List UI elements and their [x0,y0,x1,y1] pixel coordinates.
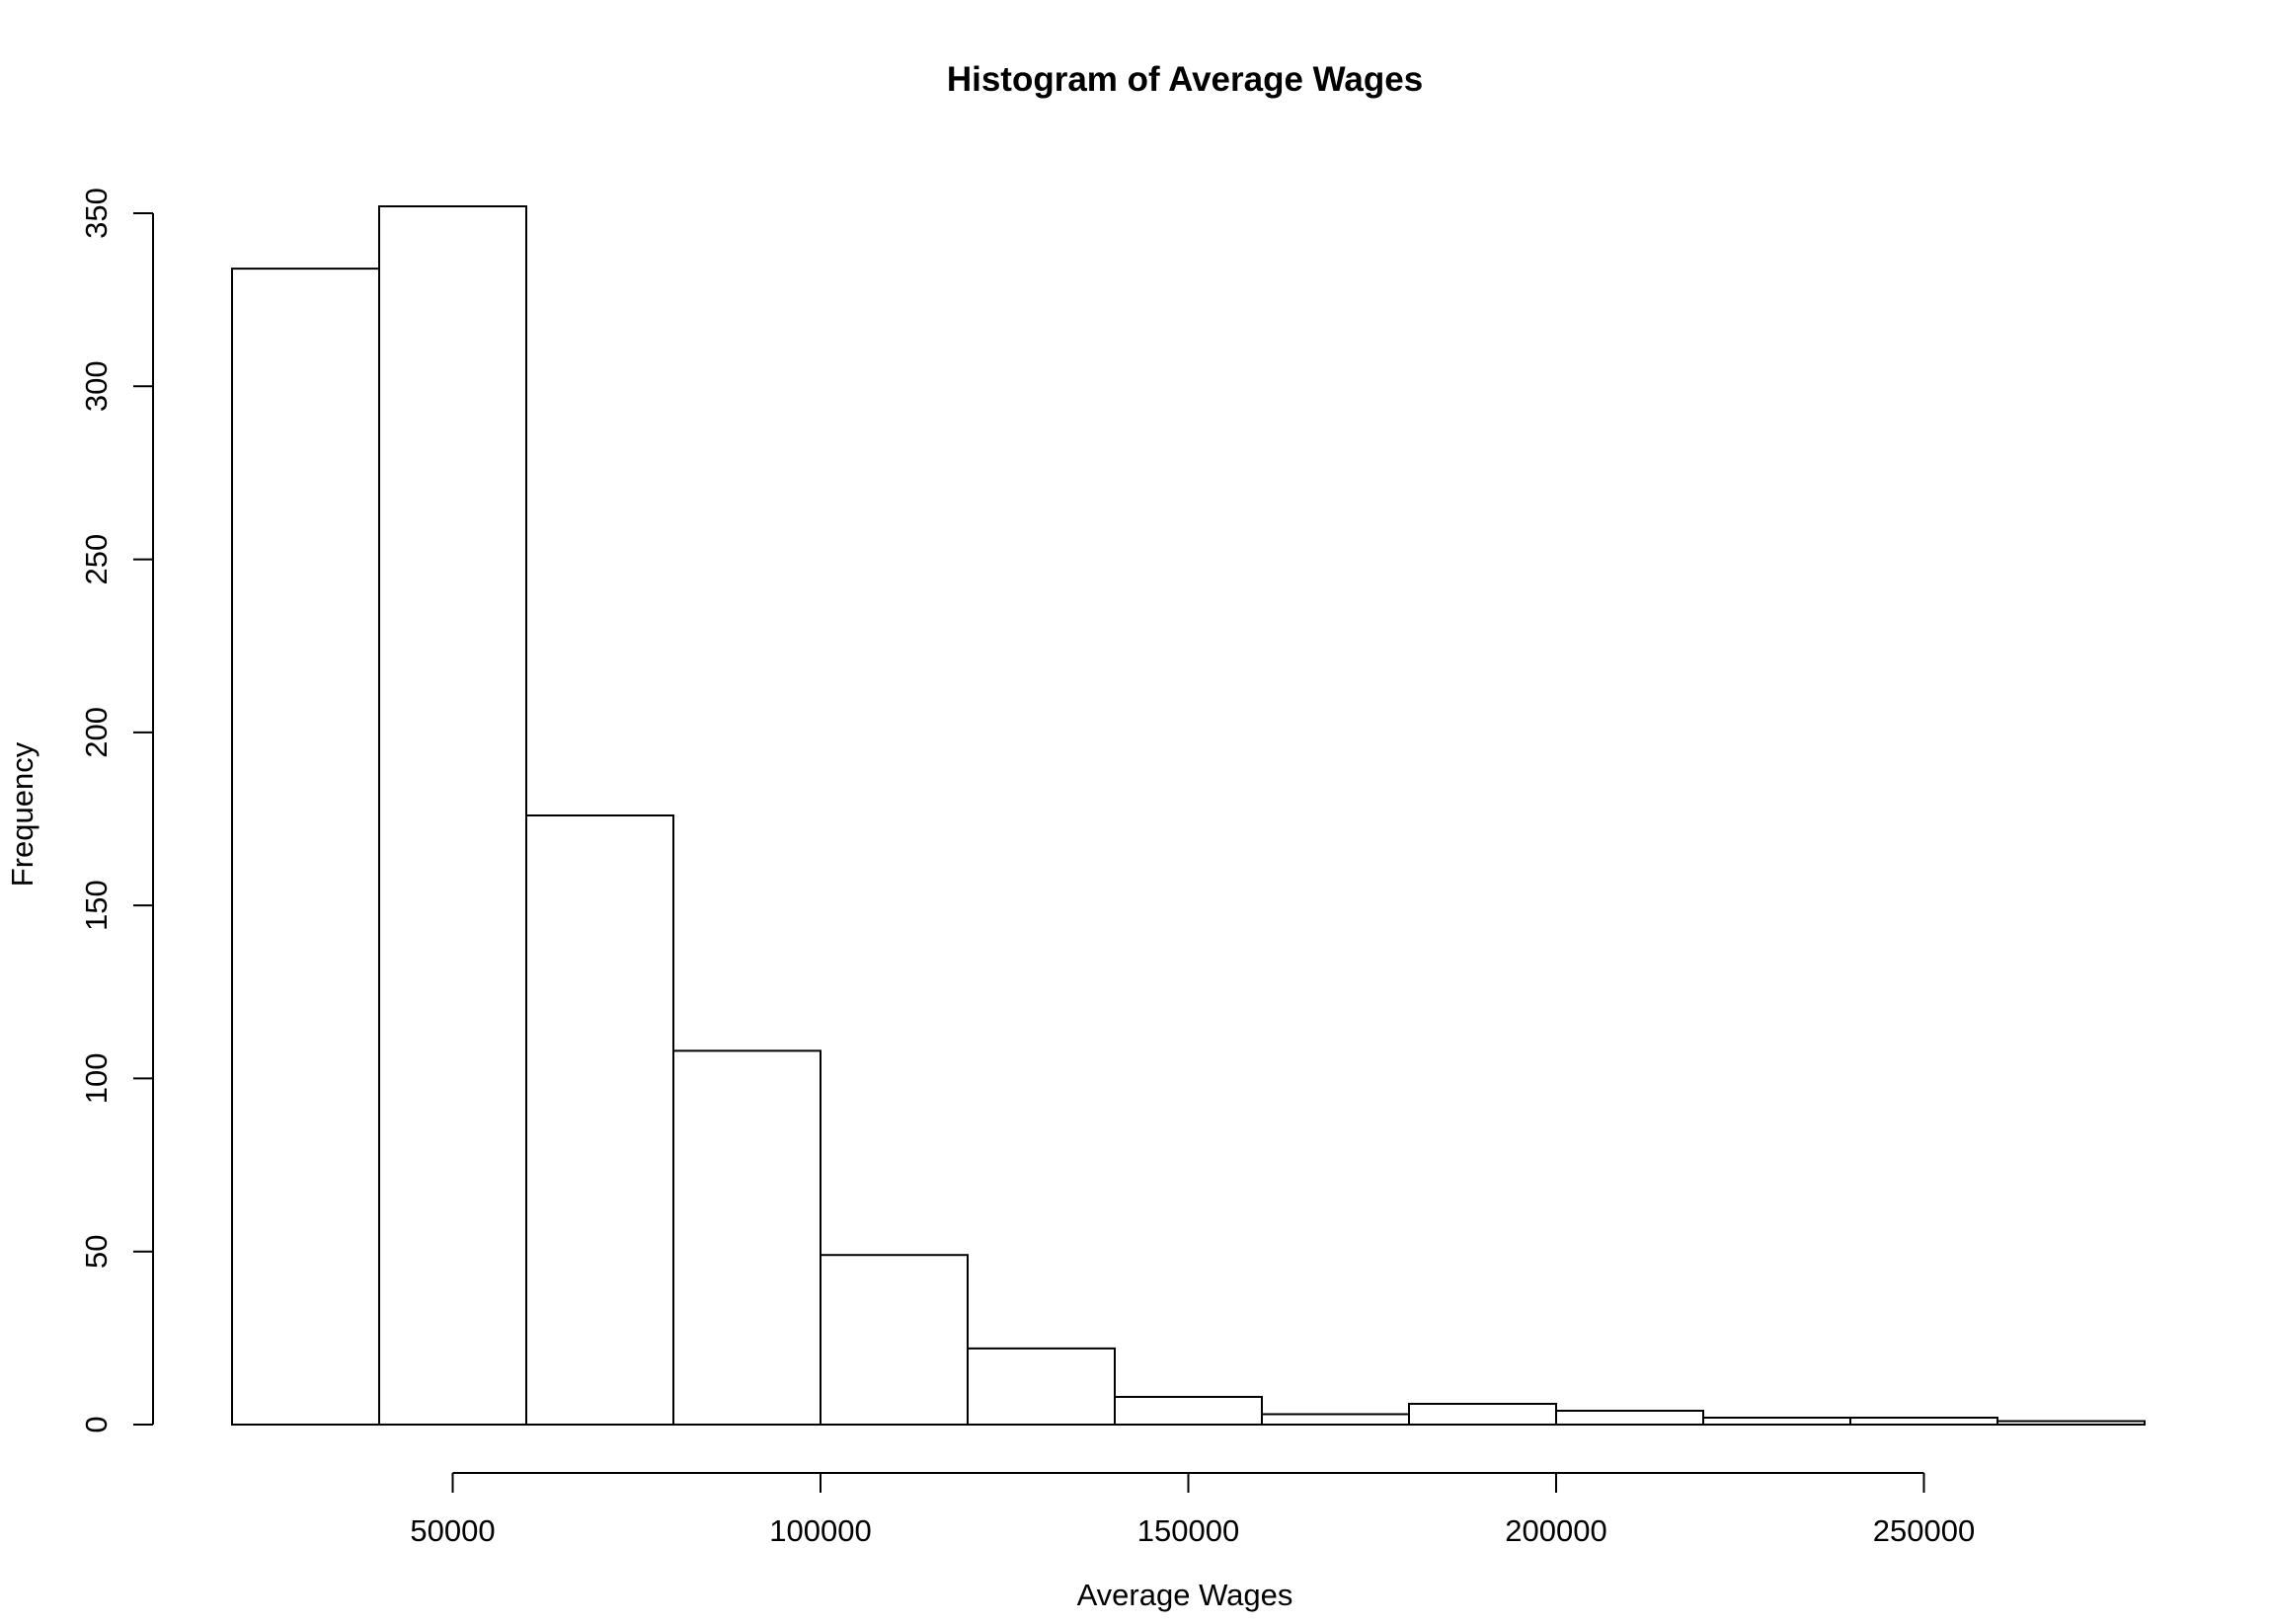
histogram-bar [231,268,380,1426]
x-tick-label: 100000 [769,1513,871,1548]
histogram-bar [1996,1420,2146,1426]
y-tick-label: 50 [79,1234,114,1268]
histogram-bar [672,1049,822,1426]
x-tick-label: 250000 [1873,1513,1975,1548]
y-axis: 0 50 100 150 200 250 300 350 [79,188,154,1433]
y-tick-label: 0 [79,1416,114,1432]
histogram-bar [1555,1409,1704,1427]
bars-group [231,205,2146,1427]
histogram-bar [1114,1395,1263,1427]
histogram-bar [1408,1402,1557,1427]
histogram-bar [1849,1416,1998,1427]
histogram-bar [1261,1413,1410,1426]
y-tick-label: 250 [79,534,114,585]
histogram-bar [967,1347,1116,1426]
y-tick-label: 150 [79,880,114,931]
x-tick-label: 200000 [1505,1513,1606,1548]
x-tick-label: 50000 [410,1513,495,1548]
y-tick-label: 350 [79,188,114,239]
x-axis: 50000 100000 150000 200000 250000 [410,1472,1975,1548]
y-tick-label: 100 [79,1053,114,1105]
histogram-bar [525,814,674,1426]
x-tick-label: 150000 [1137,1513,1239,1548]
y-tick-label: 200 [79,707,114,758]
x-axis-label: Average Wages [1077,1578,1293,1612]
y-axis-label: Frequency [5,741,39,887]
histogram-bar [820,1254,969,1426]
chart-title: Histogram of Average Wages [947,60,1423,99]
y-tick-label: 300 [79,360,114,412]
histogram-bar [1702,1416,1851,1427]
histogram-bar [378,205,527,1426]
